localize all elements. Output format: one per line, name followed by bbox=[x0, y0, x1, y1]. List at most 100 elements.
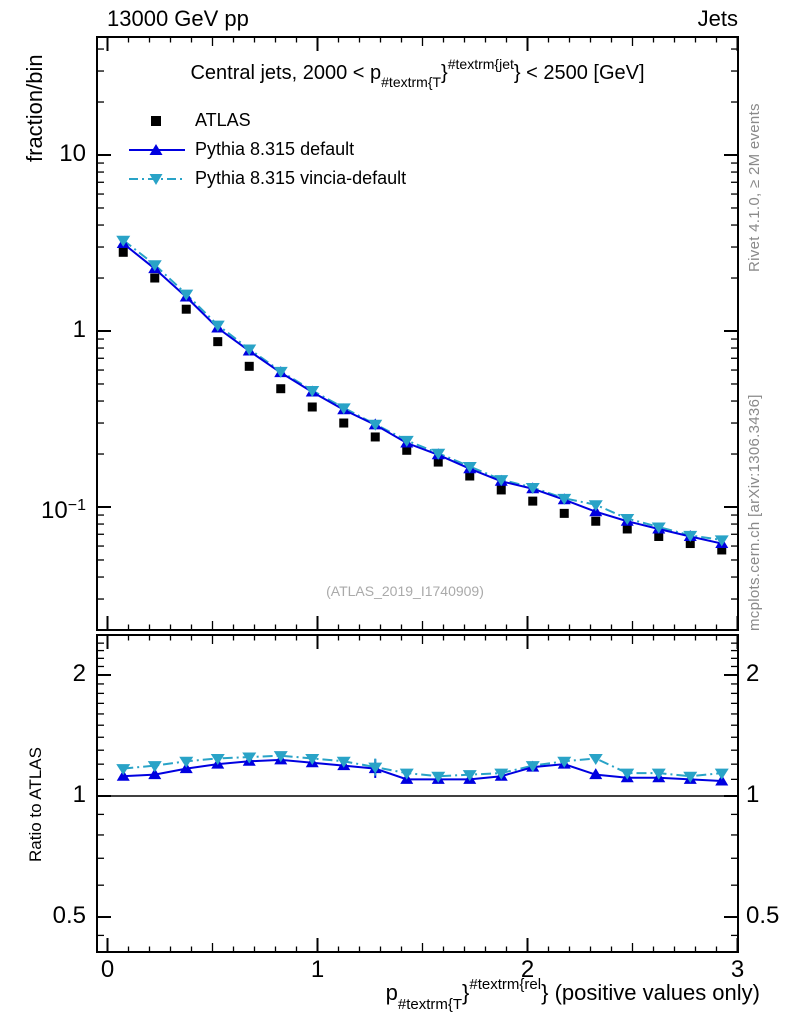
legend-label: Pythia 8.315 default bbox=[195, 139, 355, 159]
ratio-y-axis-title: Ratio to ATLAS bbox=[26, 747, 45, 862]
data-point-square bbox=[654, 531, 664, 541]
data-point-triangle-down bbox=[273, 751, 288, 763]
data-point-square bbox=[244, 361, 254, 371]
legend-label: Pythia 8.315 vincia-default bbox=[195, 168, 407, 188]
main-panel-frame bbox=[96, 36, 739, 631]
data-point-triangle-down bbox=[431, 771, 446, 783]
main-y-tick-label: 1 bbox=[72, 316, 86, 343]
data-point-triangle-down bbox=[714, 535, 729, 547]
data-point-triangle-down bbox=[462, 461, 477, 473]
x-title-superscript: #textrm{rel bbox=[469, 976, 542, 993]
data-point-triangle-down bbox=[525, 761, 540, 773]
ratio-y-tick-label-left: 0.5 bbox=[52, 902, 86, 929]
data-point-square bbox=[307, 402, 317, 412]
data-point-square bbox=[402, 445, 412, 455]
data-point-triangle-down bbox=[557, 756, 572, 768]
data-point-triangle-down bbox=[462, 770, 477, 782]
data-point-square bbox=[528, 496, 538, 506]
data-point-square bbox=[276, 384, 286, 394]
data-point-triangle-up bbox=[148, 768, 162, 780]
data-point-triangle-down bbox=[147, 260, 162, 272]
data-point-square bbox=[622, 524, 632, 534]
data-point-triangle-down bbox=[588, 500, 603, 512]
data-point-triangle-down bbox=[305, 386, 320, 398]
data-point-square bbox=[150, 273, 160, 283]
data-point-triangle-down bbox=[336, 756, 351, 768]
x-axis-title: p#textrm{T}#textrm{rel} (positive values… bbox=[386, 976, 760, 1013]
x-title-suffix: } (positive values only) bbox=[541, 980, 760, 1005]
data-point-square bbox=[339, 418, 349, 428]
ratio-y-tick-label-left: 1 bbox=[72, 781, 86, 808]
main-y-tick-label: 10−1 bbox=[41, 497, 86, 524]
data-point-triangle-down bbox=[431, 448, 446, 460]
legend-item-pythia-default: Pythia 8.315 default bbox=[128, 135, 406, 164]
data-point-triangle-down bbox=[588, 753, 603, 765]
data-point-triangle-down bbox=[683, 771, 698, 783]
triangle-up-line-icon bbox=[129, 143, 185, 155]
legend-item-pythia-vincia: Pythia 8.315 vincia-default bbox=[128, 164, 406, 193]
panel-title-subscript: #textrm{T bbox=[381, 74, 442, 90]
analysis-group-label: Jets bbox=[697, 6, 738, 31]
panel-title-prefix: Central jets, 2000 < p bbox=[190, 62, 382, 84]
data-point-triangle-down bbox=[242, 752, 257, 764]
mcplots-citation-note: mcplots.cern.ch [arXiv:1306.3436] bbox=[746, 394, 763, 631]
data-point-triangle-down bbox=[305, 753, 320, 765]
data-point-triangle-down bbox=[620, 514, 635, 526]
data-point-square bbox=[591, 516, 601, 526]
data-point-triangle-down bbox=[336, 403, 351, 415]
data-point-triangle-down bbox=[179, 756, 194, 768]
data-point-triangle-up bbox=[116, 769, 130, 781]
data-point-triangle-down bbox=[210, 753, 225, 765]
data-point-triangle-down bbox=[210, 320, 225, 332]
data-point-square bbox=[496, 485, 506, 495]
data-point-triangle-down bbox=[557, 493, 572, 505]
data-point-triangle-down bbox=[273, 366, 288, 378]
legend-item-atlas: ATLAS bbox=[128, 106, 406, 135]
data-point-triangle-down bbox=[368, 419, 383, 431]
data-point-triangle-down bbox=[368, 762, 383, 774]
data-point-square bbox=[181, 304, 191, 314]
data-point-triangle-down bbox=[116, 764, 131, 776]
rivet-version-note: Rivet 4.1.0, ≥ 2M events bbox=[746, 103, 763, 272]
data-point-triangle-down bbox=[683, 530, 698, 542]
data-point-triangle-up bbox=[589, 768, 603, 780]
ratio-y-tick-label-right: 0.5 bbox=[746, 902, 780, 929]
analysis-id-watermark: (ATLAS_2019_I1740909) bbox=[326, 583, 484, 599]
data-point-triangle-down bbox=[651, 522, 666, 534]
data-point-triangle-down bbox=[494, 475, 509, 487]
data-point-square bbox=[118, 247, 128, 257]
data-point-triangle-down bbox=[399, 768, 414, 780]
main-line-triangle-up bbox=[122, 242, 722, 545]
x-title-prefix: p bbox=[385, 980, 398, 1005]
ratio-line-triangle-up bbox=[123, 758, 722, 782]
data-point-square bbox=[370, 432, 380, 442]
x-title-brace: } bbox=[462, 980, 470, 1005]
ratio-panel-frame bbox=[96, 634, 739, 953]
data-point-square bbox=[465, 471, 475, 481]
x-title-subscript: #textrm{T bbox=[397, 996, 463, 1013]
data-point-triangle-down bbox=[525, 483, 540, 495]
triangle-down-dashline-icon bbox=[129, 173, 185, 185]
data-point-square bbox=[685, 539, 695, 549]
data-point-triangle-down bbox=[242, 344, 257, 356]
data-point-triangle-down bbox=[179, 289, 194, 301]
data-point-triangle-down bbox=[714, 768, 729, 780]
main-y-axis-title: fraction/bin bbox=[22, 54, 47, 162]
ratio-y-tick-label-right: 2 bbox=[746, 659, 760, 687]
data-point-square bbox=[213, 337, 223, 347]
data-point-square bbox=[433, 457, 443, 467]
x-tick-label: 1 bbox=[310, 956, 325, 983]
panel-title-brace: } bbox=[441, 62, 448, 84]
data-point-triangle-down bbox=[399, 435, 414, 447]
main-line-triangle-down bbox=[122, 239, 722, 541]
data-point-triangle-down bbox=[494, 768, 509, 780]
data-point-triangle-up bbox=[715, 774, 729, 786]
legend: ATLAS Pythia 8.315 default Pythia 8.315 … bbox=[128, 106, 406, 193]
data-point-triangle-down bbox=[147, 761, 162, 773]
ratio-y-tick-label-left: 2 bbox=[72, 659, 86, 687]
legend-label: ATLAS bbox=[195, 110, 251, 130]
panel-title-superscript: #textrm{jet bbox=[447, 56, 514, 72]
ratio-y-tick-label-right: 1 bbox=[746, 781, 760, 808]
